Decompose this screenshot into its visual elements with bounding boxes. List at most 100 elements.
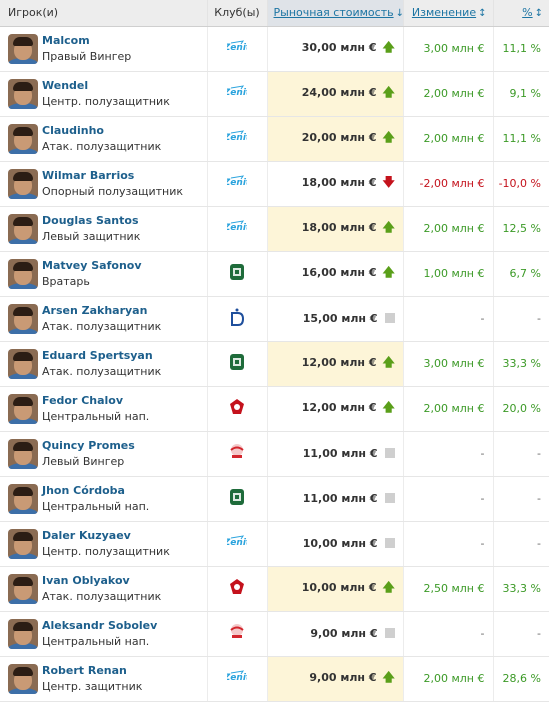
svg-text:Zenit: Zenit xyxy=(227,178,247,188)
zenit-crest-icon[interactable]: Zenit xyxy=(227,535,247,555)
player-name-link[interactable]: Aleksandr Sobolev xyxy=(42,618,158,632)
player-photo[interactable] xyxy=(8,168,38,199)
player-position: Атак. полузащитник xyxy=(42,319,162,333)
player-cell: Malcom Правый Вингер xyxy=(0,26,207,72)
market-value-cell: 11,00 млн € xyxy=(266,431,403,477)
krasnodar-crest-icon[interactable] xyxy=(227,489,247,510)
spartak-crest-icon[interactable] xyxy=(227,444,247,465)
player-position: Левый защитник xyxy=(42,229,141,243)
green-up-arrow-icon: 🡅 xyxy=(382,400,395,414)
player-name-link[interactable]: Malcom xyxy=(42,33,90,47)
value-change: 3,00 млн € xyxy=(423,357,485,370)
player-photo[interactable] xyxy=(8,303,38,334)
player-name-link[interactable]: Quincy Promes xyxy=(42,438,135,452)
player-photo[interactable] xyxy=(8,618,38,649)
sort-market-value-link[interactable]: Рыночная стоимость xyxy=(273,6,394,20)
header-change[interactable]: Изменение ↕ xyxy=(402,0,493,27)
percent-cell: - xyxy=(492,611,549,657)
player-cell: Eduard Spertsyan Атак. полузащитник xyxy=(0,341,207,387)
value-change: 2,50 млн € xyxy=(423,582,485,595)
sort-updown-arrow-icon[interactable]: ↕ xyxy=(534,8,543,20)
market-value-cell: 16,00 млн € 🡅 xyxy=(266,251,403,297)
market-value-cell: 12,00 млн € 🡅 xyxy=(266,386,403,432)
player-photo[interactable] xyxy=(8,393,38,424)
header-percent[interactable]: % ↕ xyxy=(492,0,549,27)
zenit-crest-icon[interactable]: Zenit xyxy=(227,40,247,60)
player-name-link[interactable]: Matvey Safonov xyxy=(42,258,142,272)
player-position: Центральный нап. xyxy=(42,409,150,423)
player-photo[interactable] xyxy=(8,213,38,244)
no-change-square-icon xyxy=(384,448,395,458)
sort-down-arrow-icon[interactable]: ↓ xyxy=(395,8,404,20)
value-change: 3,00 млн € xyxy=(423,42,485,55)
cska-crest-icon[interactable] xyxy=(227,579,247,600)
cska-crest-icon[interactable] xyxy=(227,399,247,420)
player-photo[interactable] xyxy=(8,663,38,694)
value-change: 2,00 млн € xyxy=(423,222,485,235)
value-change: - xyxy=(480,447,485,460)
player-photo[interactable] xyxy=(8,258,38,289)
header-market-value[interactable]: Рыночная стоимость ↓ xyxy=(266,0,404,27)
sort-percent-link[interactable]: % xyxy=(522,6,533,20)
club-cell xyxy=(206,386,267,432)
percent-change: - xyxy=(537,627,541,640)
sort-updown-arrow-icon[interactable]: ↕ xyxy=(478,8,487,20)
player-cell: Arsen Zakharyan Атак. полузащитник xyxy=(0,296,207,342)
player-name-link[interactable]: Daler Kuzyaev xyxy=(42,528,131,542)
player-position: Центр. полузащитник xyxy=(42,94,170,108)
player-photo[interactable] xyxy=(8,528,38,559)
player-name-link[interactable]: Arsen Zakharyan xyxy=(42,303,148,317)
green-up-arrow-icon: 🡅 xyxy=(382,670,395,684)
player-name-link[interactable]: Douglas Santos xyxy=(42,213,139,227)
table-row: Malcom Правый Вингер Zenit 30,00 млн € 🡅 3,00… xyxy=(0,26,549,72)
player-name-link[interactable]: Claudinho xyxy=(42,123,104,137)
player-photo[interactable] xyxy=(8,348,38,379)
percent-change: 6,7 % xyxy=(509,267,541,280)
player-name-link[interactable]: Jhon Córdoba xyxy=(42,483,125,497)
sort-change-link[interactable]: Изменение xyxy=(411,6,477,20)
player-name-link[interactable]: Ivan Oblyakov xyxy=(42,573,130,587)
player-photo[interactable] xyxy=(8,33,38,64)
zenit-crest-icon[interactable]: Zenit xyxy=(227,175,247,195)
table-row: Matvey Safonov Вратарь 16,00 млн € 🡅 1,00 мл… xyxy=(0,251,549,297)
green-up-arrow-icon: 🡅 xyxy=(382,40,395,54)
club-cell: Zenit xyxy=(206,71,267,117)
dinamo-crest-icon[interactable] xyxy=(227,308,247,330)
zenit-crest-icon[interactable]: Zenit xyxy=(227,220,247,240)
percent-change: - xyxy=(537,447,541,460)
market-value: 12,00 млн € xyxy=(301,401,377,414)
club-cell xyxy=(206,566,267,612)
value-change: - xyxy=(480,312,485,325)
player-name-link[interactable]: Wendel xyxy=(42,78,89,92)
table-row: Eduard Spertsyan Атак. полузащитник 12,00 … xyxy=(0,341,549,387)
table-row: Wendel Центр. полузащитник Zenit 24,00 млн … xyxy=(0,71,549,117)
market-value-cell: 15,00 млн € xyxy=(266,296,403,342)
player-photo[interactable] xyxy=(8,483,38,514)
zenit-crest-icon[interactable]: Zenit xyxy=(227,85,247,105)
zenit-crest-icon[interactable]: Zenit xyxy=(227,670,247,690)
svg-text:Zenit: Zenit xyxy=(227,223,247,233)
player-name-link[interactable]: Fedor Chalov xyxy=(42,393,124,407)
player-name-link[interactable]: Robert Renan xyxy=(42,663,127,677)
player-photo[interactable] xyxy=(8,438,38,469)
svg-text:Zenit: Zenit xyxy=(227,673,247,683)
player-photo[interactable] xyxy=(8,573,38,604)
player-cell: Claudinho Атак. полузащитник xyxy=(0,116,207,162)
zenit-crest-icon[interactable]: Zenit xyxy=(227,130,247,150)
player-photo[interactable] xyxy=(8,78,38,109)
spartak-crest-icon[interactable] xyxy=(227,624,247,645)
percent-cell: 11,1 % xyxy=(492,116,549,162)
market-value: 11,00 млн € xyxy=(302,492,378,505)
krasnodar-crest-icon[interactable] xyxy=(227,354,247,375)
player-name-link[interactable]: Eduard Spertsyan xyxy=(42,348,153,362)
player-cell: Daler Kuzyaev Центр. полузащитник xyxy=(0,521,207,567)
value-change: 2,00 млн € xyxy=(423,132,485,145)
player-name-link[interactable]: Wilmar Barrios xyxy=(42,168,135,182)
club-cell xyxy=(206,341,267,387)
market-value-cell: 12,00 млн € 🡅 xyxy=(266,341,403,387)
player-photo[interactable] xyxy=(8,123,38,154)
player-cell: Wilmar Barrios Опорный полузащитник xyxy=(0,161,207,207)
krasnodar-crest-icon[interactable] xyxy=(227,264,247,285)
table-row: Aleksandr Sobolev Центральный нап. 9,00 мл… xyxy=(0,611,549,657)
